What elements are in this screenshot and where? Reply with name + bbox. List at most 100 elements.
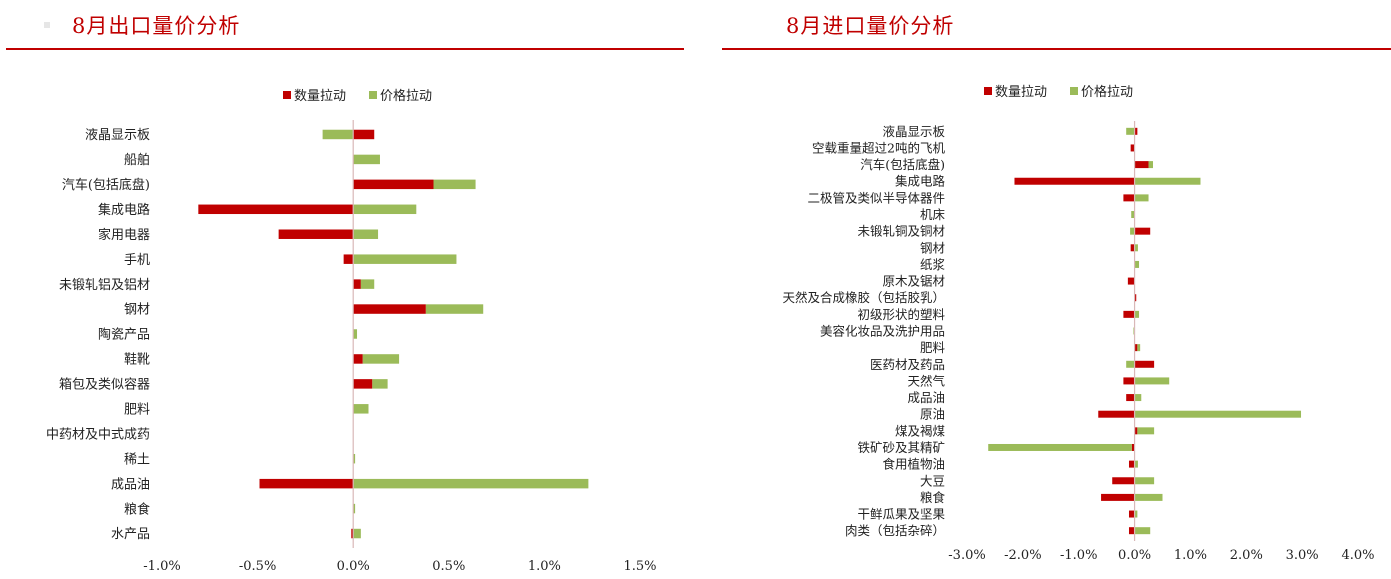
category-label: 汽车(包括底盘)	[860, 157, 945, 172]
category-label: 液晶显示板	[882, 124, 945, 139]
legend-label-quantity: 数量拉动	[995, 85, 1047, 100]
category-label: 肥料	[920, 340, 946, 355]
category-label: 粮食	[124, 501, 150, 517]
quantity-bar	[259, 478, 354, 489]
quantity-bar	[353, 304, 426, 314]
category-label: 天然气	[907, 373, 945, 388]
price-bar	[353, 478, 589, 489]
legend-swatch-price	[1070, 87, 1078, 95]
quantity-bar	[351, 528, 354, 539]
quantity-bar	[1134, 127, 1138, 135]
price-bar	[353, 453, 356, 464]
x-tick-label: -1.0%	[143, 559, 180, 574]
quantity-bar	[1123, 194, 1135, 202]
price-bar	[1134, 194, 1149, 202]
quantity-bar	[1128, 460, 1135, 468]
category-label: 食用植物油	[882, 457, 945, 472]
price-bar	[1137, 427, 1155, 435]
category-label: 空载重量超过2吨的飞机	[812, 140, 945, 155]
price-bar	[1134, 260, 1140, 268]
quantity-bar	[1101, 493, 1135, 501]
category-label: 钢材	[920, 240, 945, 255]
price-bar	[1134, 477, 1155, 485]
category-label: 集成电路	[895, 174, 946, 189]
category-label: 成品油	[111, 477, 150, 492]
quantity-bar	[1130, 244, 1135, 252]
price-bar	[1137, 344, 1141, 352]
x-tick-label: 2.0%	[1230, 548, 1263, 563]
quantity-bar	[1130, 144, 1135, 152]
category-label: 鞋靴	[124, 352, 150, 368]
import-panel: 8月进口量价分析	[718, 0, 1391, 579]
category-label: 纸浆	[920, 257, 946, 272]
quantity-bar	[1128, 527, 1135, 535]
quantity-bar	[1134, 227, 1151, 235]
quantity-bar	[1098, 410, 1135, 418]
price-bar	[1134, 527, 1151, 535]
x-tick-label: 3.0%	[1286, 548, 1319, 563]
category-label: 铁矿砂及其精矿	[857, 440, 945, 455]
category-label: 美容化妆品及洗护用品	[820, 324, 945, 339]
legend-label-price: 价格拉动	[1081, 84, 1133, 100]
price-bar	[353, 204, 417, 215]
category-label: 汽车(包括底盘)	[62, 177, 150, 193]
price-bar	[1134, 377, 1170, 385]
quantity-bar	[1112, 477, 1135, 485]
price-bar	[362, 354, 400, 364]
category-label: 未锻轧铝及铝材	[59, 278, 150, 293]
quantity-bar	[1134, 344, 1138, 352]
quantity-bar	[353, 279, 361, 289]
legend-label-quantity: 数量拉动	[294, 89, 346, 104]
price-bar	[1134, 310, 1140, 318]
price-bar	[1134, 244, 1138, 252]
x-tick-label: 1.0%	[1174, 548, 1207, 563]
price-bar	[1134, 493, 1163, 501]
category-label: 肥料	[124, 403, 150, 418]
price-bar	[433, 179, 476, 190]
category-label: 陶瓷产品	[98, 327, 150, 343]
price-bar	[1134, 394, 1142, 402]
category-label: 大豆	[920, 473, 945, 488]
category-label: 医药材及药品	[870, 357, 945, 372]
price-bar	[353, 404, 369, 414]
quantity-bar	[353, 379, 373, 389]
quantity-bar	[343, 254, 354, 264]
price-bar	[353, 503, 356, 514]
category-label: 肉类（包括杂碎）	[845, 523, 945, 538]
x-tick-label: -1.0%	[1060, 548, 1097, 563]
price-bar	[1130, 227, 1135, 235]
price-bar	[425, 304, 484, 314]
category-label: 干鲜瓜果及坚果	[857, 507, 945, 522]
category-label: 稀土	[124, 452, 150, 467]
quantity-bar	[353, 354, 363, 364]
category-label: 家用电器	[98, 227, 150, 243]
price-bar	[353, 154, 380, 165]
x-tick-label: -2.0%	[1004, 548, 1041, 563]
legend-label-price: 价格拉动	[380, 88, 432, 104]
quantity-bar	[1127, 277, 1135, 285]
category-label: 二极管及类似半导体器件	[807, 190, 945, 205]
x-tick-label: 1.5%	[623, 559, 656, 574]
quantity-bar	[1126, 394, 1135, 402]
category-label: 中药材及中式成药	[46, 427, 150, 442]
quantity-bar	[1134, 427, 1138, 435]
import-title-rule	[722, 48, 1391, 50]
category-label: 液晶显示板	[85, 128, 150, 143]
quantity-bar	[353, 129, 375, 140]
export-panel: 8月出口量价分析	[0, 0, 690, 579]
quantity-bar	[278, 229, 354, 239]
category-label: 原油	[920, 407, 945, 422]
price-bar	[353, 329, 358, 339]
quantity-bar	[1131, 443, 1135, 451]
price-bar	[1131, 211, 1135, 219]
quantity-bar	[1134, 360, 1155, 368]
quantity-bar	[1014, 177, 1135, 185]
x-tick-label: -3.0%	[948, 548, 985, 563]
x-tick-label: 0.0%	[337, 559, 370, 574]
category-label: 水产品	[111, 527, 150, 542]
quantity-bar	[1134, 161, 1149, 169]
x-tick-label: 1.0%	[528, 559, 561, 574]
export-panel-title: 8月出口量价分析	[72, 14, 241, 38]
category-label: 集成电路	[98, 202, 150, 218]
quantity-bar	[353, 179, 434, 190]
